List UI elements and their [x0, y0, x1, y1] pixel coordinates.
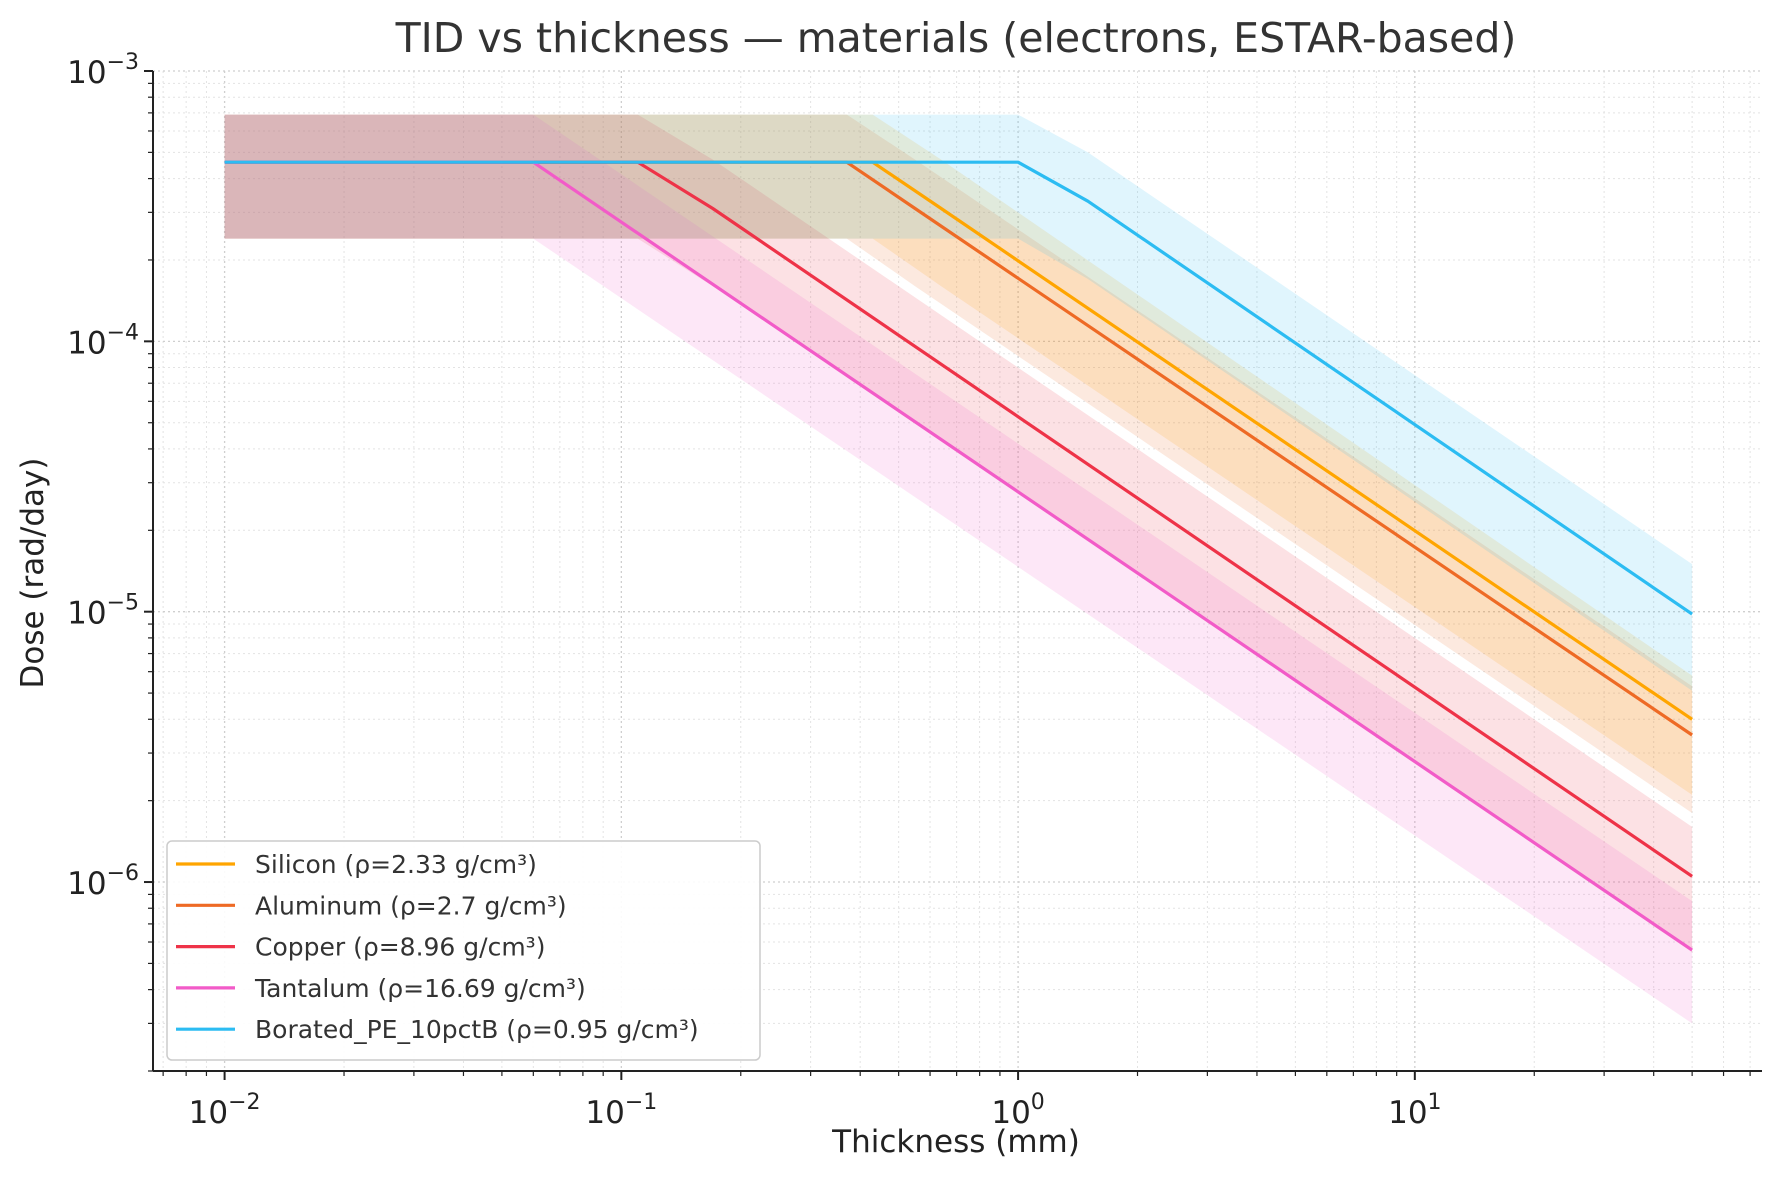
- x-tick-labels: 10−2 10−1 100 101: [189, 1090, 1442, 1131]
- legend-label: Tantalum (ρ=16.69 g/cm³): [254, 974, 586, 1003]
- legend-label: Borated_PE_10pctB (ρ=0.95 g/cm³): [255, 1015, 699, 1044]
- chart-title: TID vs thickness — materials (electrons,…: [395, 14, 1517, 62]
- series-band: [224, 114, 1693, 1024]
- x-tick-label: 10−2: [189, 1090, 261, 1131]
- x-tick-label: 10−1: [585, 1090, 657, 1131]
- series-lines: [224, 160, 1694, 952]
- grid: [153, 70, 1762, 1072]
- series-line: [224, 160, 1694, 616]
- y-tick-label: 10−3: [67, 50, 139, 91]
- legend-label: Copper (ρ=8.96 g/cm³): [255, 933, 545, 962]
- y-tick-labels: 10−3 10−4 10−5 10−6: [67, 50, 139, 902]
- x-axis-label: Thickness (mm): [831, 1124, 1080, 1160]
- legend: Silicon (ρ=2.33 g/cm³) Aluminum (ρ=2.7 g/…: [166, 840, 761, 1061]
- legend-box: [166, 840, 761, 1061]
- y-tick-label: 10−5: [67, 591, 139, 632]
- series-band: [224, 114, 1693, 953]
- legend-label: Aluminum (ρ=2.7 g/cm³): [255, 891, 567, 920]
- series-band: [224, 114, 1693, 795]
- x-tick-label: 101: [1388, 1090, 1441, 1131]
- x-tick-label: 100: [991, 1090, 1044, 1131]
- y-axis-label: Dose (rad/day): [15, 458, 51, 689]
- y-tick-label: 10−6: [67, 861, 139, 902]
- legend-label: Silicon (ρ=2.33 g/cm³): [255, 850, 537, 879]
- y-tick-label: 10−4: [67, 320, 139, 361]
- series-band: [224, 114, 1693, 814]
- series-band: [224, 114, 1693, 691]
- confidence-bands: [224, 114, 1693, 1024]
- axes: [144, 70, 1762, 1080]
